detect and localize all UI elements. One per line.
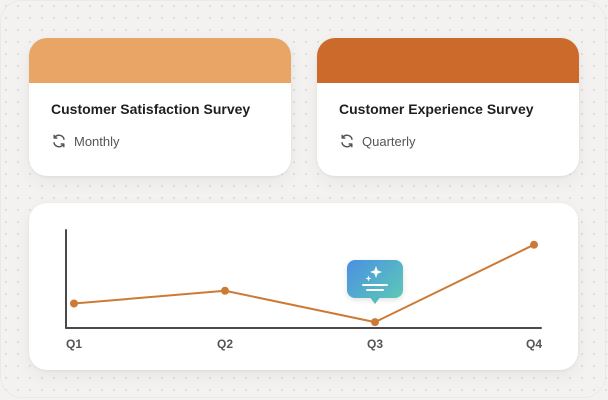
badge-pointer: [369, 296, 381, 304]
refresh-icon: [339, 133, 355, 149]
data-point-q1[interactable]: [70, 300, 78, 308]
x-tick-label: Q4: [526, 337, 542, 351]
data-point-q3[interactable]: [371, 318, 379, 326]
data-point-q2[interactable]: [221, 287, 229, 295]
survey-title: Customer Satisfaction Survey: [51, 101, 250, 117]
x-tick-label: Q1: [66, 337, 82, 351]
survey-card-customer-experience[interactable]: Customer Experience Survey Quarterly: [317, 38, 579, 176]
frequency-label: Quarterly: [362, 134, 415, 149]
line-chart: Q1 Q2 Q3 Q4: [29, 203, 578, 370]
survey-title: Customer Experience Survey: [339, 101, 534, 117]
x-tick-label: Q2: [217, 337, 233, 351]
refresh-icon: [51, 133, 67, 149]
data-point-q4[interactable]: [530, 241, 538, 249]
frequency-label: Monthly: [74, 134, 120, 149]
x-tick-label: Q3: [367, 337, 383, 351]
card-color-band: [317, 38, 579, 83]
series-line: [74, 245, 534, 322]
survey-card-customer-satisfaction[interactable]: Customer Satisfaction Survey Monthly: [29, 38, 291, 176]
chart-card: Q1 Q2 Q3 Q4: [29, 203, 578, 370]
ai-insight-badge[interactable]: [347, 260, 403, 298]
sparkle-lines-icon: [347, 260, 403, 298]
card-color-band: [29, 38, 291, 83]
survey-frequency: Monthly: [51, 133, 120, 149]
survey-frequency: Quarterly: [339, 133, 415, 149]
